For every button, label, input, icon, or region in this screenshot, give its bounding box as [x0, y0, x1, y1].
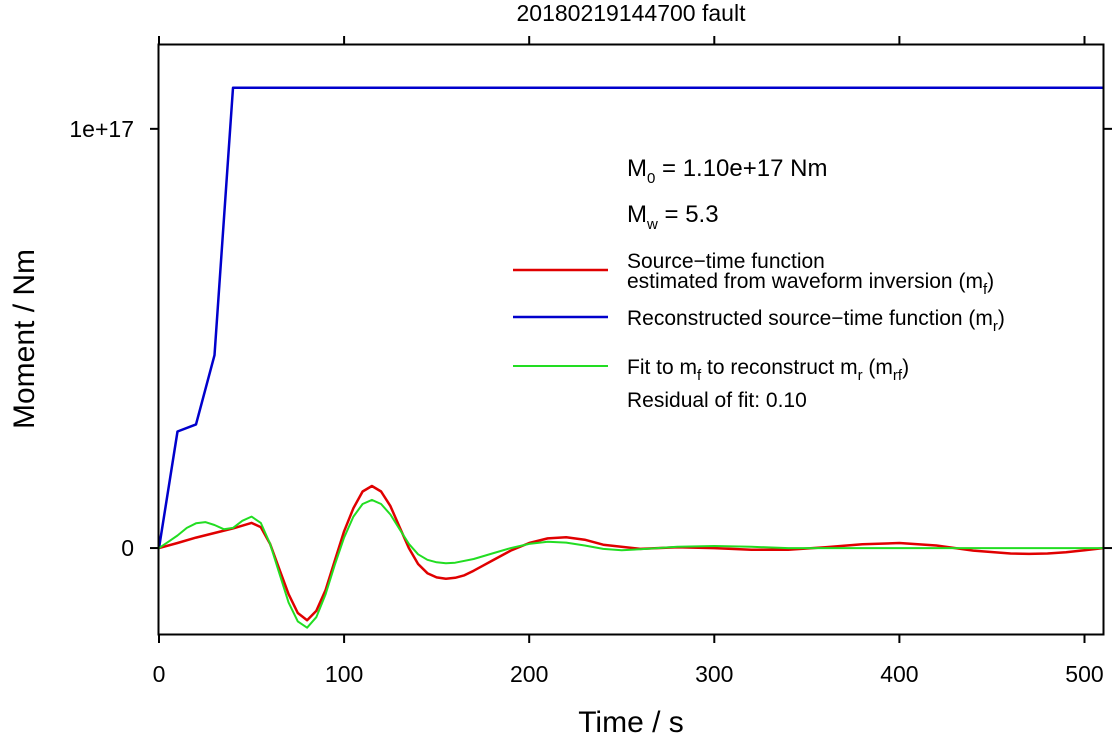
- chart-title: 20180219144700 fault: [517, 0, 747, 26]
- x-tick-label: 300: [695, 661, 733, 687]
- annotations: M0 = 1.10e+17 Nm Mw = 5.3: [627, 155, 827, 233]
- x-tick-label: 100: [325, 661, 363, 687]
- series-layer: [157, 86, 1104, 629]
- seismic-moment-label: M0 = 1.10e+17 Nm: [627, 155, 827, 187]
- moment-magnitude-label: Mw = 5.3: [627, 201, 719, 233]
- residual-label: Residual of fit: 0.10: [627, 389, 807, 412]
- x-tick-label: 200: [510, 661, 548, 687]
- legend-label-mrf: Fit to mf to reconstruct mr (mrf): [627, 356, 909, 384]
- series-line-mrf: [158, 498, 1103, 629]
- y-tick-label: 0: [121, 535, 134, 561]
- series-line-mf: [158, 484, 1104, 622]
- x-axis-title: Time / s: [578, 706, 684, 736]
- x-tick-label: 400: [880, 661, 918, 687]
- legend-label-mf: estimated from waveform inversion (mf): [627, 270, 994, 298]
- legend-label-mr: Reconstructed source−time function (mr): [627, 307, 1005, 335]
- y-axis-title: Moment / Nm: [8, 249, 41, 429]
- x-tick-label: 500: [1065, 661, 1103, 687]
- plot-frame: [157, 43, 1105, 636]
- x-tick-label: 0: [153, 661, 166, 687]
- y-tick-label: 1e+17: [69, 116, 134, 142]
- legend-label-mf: Source−time function: [627, 250, 825, 273]
- series-line-mr: [157, 86, 1103, 549]
- axis-ticks: 0 100 200 300 400 500 0 1e+17: [69, 36, 1112, 687]
